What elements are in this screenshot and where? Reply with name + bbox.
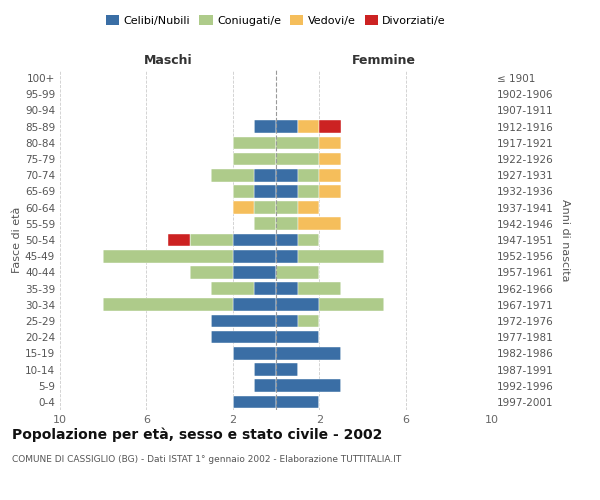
Bar: [276, 169, 298, 181]
Bar: [254, 185, 276, 198]
Bar: [254, 218, 276, 230]
Bar: [190, 266, 233, 278]
Bar: [233, 136, 276, 149]
Legend: Celibi/Nubili, Coniugati/e, Vedovi/e, Divorziati/e: Celibi/Nubili, Coniugati/e, Vedovi/e, Di…: [101, 10, 451, 30]
Bar: [276, 120, 298, 133]
Bar: [233, 202, 254, 214]
Text: COMUNE DI CASSIGLIO (BG) - Dati ISTAT 1° gennaio 2002 - Elaborazione TUTTITALIA.: COMUNE DI CASSIGLIO (BG) - Dati ISTAT 1°…: [12, 455, 401, 464]
Bar: [103, 298, 233, 311]
Bar: [233, 152, 276, 166]
Y-axis label: Fasce di età: Fasce di età: [12, 207, 22, 273]
Bar: [276, 218, 298, 230]
Bar: [319, 185, 341, 198]
Bar: [319, 169, 341, 181]
Bar: [298, 218, 341, 230]
Text: Popolazione per età, sesso e stato civile - 2002: Popolazione per età, sesso e stato civil…: [12, 428, 382, 442]
Bar: [211, 169, 254, 181]
Bar: [319, 120, 341, 133]
Bar: [103, 250, 233, 262]
Bar: [276, 152, 319, 166]
Bar: [254, 363, 276, 376]
Bar: [298, 202, 319, 214]
Bar: [276, 185, 298, 198]
Bar: [276, 396, 319, 408]
Bar: [254, 380, 276, 392]
Text: Femmine: Femmine: [352, 54, 416, 67]
Bar: [276, 234, 298, 246]
Bar: [276, 380, 341, 392]
Bar: [211, 282, 254, 295]
Bar: [233, 266, 276, 278]
Bar: [211, 314, 276, 328]
Bar: [211, 331, 276, 344]
Bar: [276, 250, 298, 262]
Bar: [233, 347, 276, 360]
Bar: [254, 202, 276, 214]
Bar: [276, 314, 298, 328]
Bar: [276, 266, 319, 278]
Bar: [276, 298, 319, 311]
Bar: [233, 298, 276, 311]
Bar: [168, 234, 190, 246]
Bar: [298, 120, 319, 133]
Bar: [298, 234, 319, 246]
Bar: [254, 282, 276, 295]
Bar: [276, 202, 298, 214]
Bar: [276, 347, 341, 360]
Bar: [190, 234, 233, 246]
Bar: [276, 363, 298, 376]
Bar: [233, 185, 254, 198]
Bar: [319, 136, 341, 149]
Bar: [233, 396, 276, 408]
Bar: [298, 314, 319, 328]
Bar: [276, 331, 319, 344]
Bar: [254, 169, 276, 181]
Bar: [233, 234, 276, 246]
Bar: [233, 250, 276, 262]
Bar: [319, 298, 384, 311]
Bar: [276, 282, 298, 295]
Text: Maschi: Maschi: [143, 54, 193, 67]
Bar: [298, 282, 341, 295]
Bar: [298, 250, 384, 262]
Bar: [319, 152, 341, 166]
Y-axis label: Anni di nascita: Anni di nascita: [560, 198, 570, 281]
Bar: [298, 185, 319, 198]
Bar: [298, 169, 319, 181]
Bar: [276, 136, 319, 149]
Bar: [254, 120, 276, 133]
